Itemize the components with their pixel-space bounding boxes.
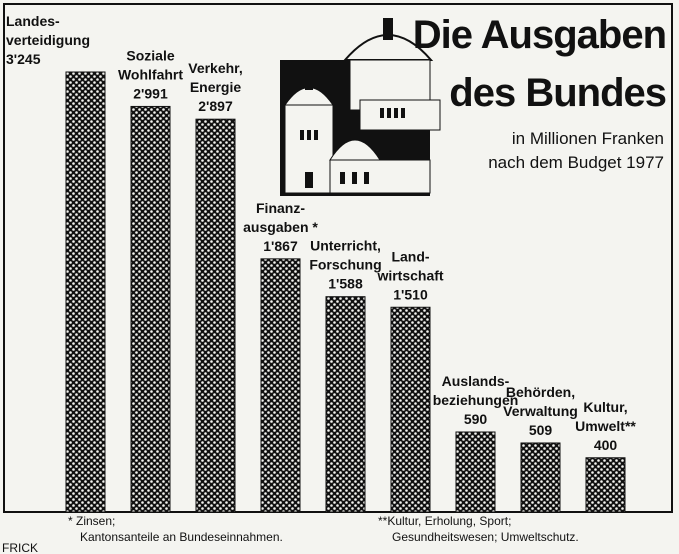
footnote: Kantonsanteile an Bundeseinnahmen. bbox=[80, 530, 283, 544]
category-label: Behörden, bbox=[506, 384, 575, 400]
subtitle: in Millionen Franken bbox=[512, 129, 664, 148]
footnote: Gesundheitswesen; Umweltschutz. bbox=[392, 530, 579, 544]
category-label: Finanz- bbox=[256, 200, 305, 216]
bar bbox=[66, 72, 105, 512]
value-label: 509 bbox=[529, 422, 553, 438]
value-label: 2'991 bbox=[133, 85, 168, 101]
bar bbox=[391, 307, 430, 512]
value-label: 400 bbox=[594, 437, 618, 453]
bar bbox=[586, 458, 625, 512]
signature: FRICK bbox=[2, 541, 38, 554]
chart-title: Die Ausgaben bbox=[413, 13, 666, 57]
value-label: 1'588 bbox=[328, 276, 363, 292]
category-label: Soziale bbox=[126, 47, 174, 63]
category-label: Unterricht, bbox=[310, 238, 381, 254]
category-label: wirtschaft bbox=[376, 267, 443, 283]
bar bbox=[456, 432, 495, 512]
bar bbox=[261, 259, 300, 512]
category-label: verteidigung bbox=[6, 32, 90, 48]
category-label: ausgaben * bbox=[243, 219, 318, 235]
value-label: 1'867 bbox=[263, 238, 298, 254]
bar bbox=[131, 106, 170, 512]
bar bbox=[326, 297, 365, 512]
category-label: Kultur, bbox=[583, 399, 627, 415]
value-label: 3'245 bbox=[6, 51, 41, 67]
bar bbox=[521, 443, 560, 512]
category-label: Forschung bbox=[309, 257, 381, 273]
value-label: 1'510 bbox=[393, 286, 428, 302]
page: {"chart_data": {"type": "bar", "title": … bbox=[0, 0, 679, 554]
category-label: Energie bbox=[190, 79, 242, 95]
value-label: 590 bbox=[464, 411, 488, 427]
category-label: Umwelt** bbox=[575, 418, 636, 434]
category-label: Land- bbox=[391, 248, 429, 264]
bar bbox=[196, 119, 235, 512]
category-label: Auslands- bbox=[442, 373, 510, 389]
category-label: Landes- bbox=[6, 13, 60, 29]
chart: Die Ausgaben des Bundes in Millionen Fra… bbox=[0, 0, 679, 554]
subtitle: nach dem Budget 1977 bbox=[488, 153, 664, 172]
category-label: Verwaltung bbox=[503, 403, 578, 419]
category-label: Wohlfahrt bbox=[118, 66, 183, 82]
value-label: 2'897 bbox=[198, 98, 233, 114]
chart-title: des Bundes bbox=[449, 71, 666, 115]
category-label: Verkehr, bbox=[188, 60, 243, 76]
footnote: * Zinsen; bbox=[68, 514, 115, 528]
footnote: **Kultur, Erholung, Sport; bbox=[378, 514, 511, 528]
